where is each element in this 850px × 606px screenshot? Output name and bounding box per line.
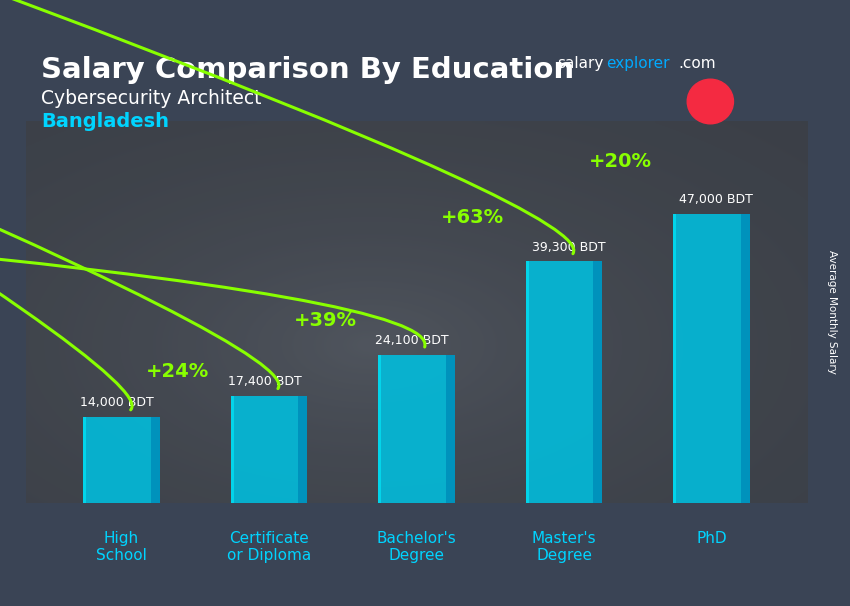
Text: Cybersecurity Architect: Cybersecurity Architect (41, 88, 262, 108)
Bar (298, 396, 308, 503)
Bar (673, 213, 750, 503)
Bar (673, 213, 677, 503)
Text: +20%: +20% (588, 152, 652, 171)
Text: PhD: PhD (696, 531, 727, 545)
Bar (445, 355, 455, 503)
Bar (230, 396, 234, 503)
Text: Bangladesh: Bangladesh (41, 112, 169, 131)
Text: 39,300 BDT: 39,300 BDT (531, 241, 605, 253)
Text: Salary Comparison By Education: Salary Comparison By Education (41, 56, 575, 84)
Bar (150, 417, 160, 503)
Bar (378, 355, 381, 503)
Text: Master's
Degree: Master's Degree (532, 531, 597, 563)
Bar (378, 355, 455, 503)
Text: +39%: +39% (293, 311, 356, 330)
Text: Average Monthly Salary: Average Monthly Salary (827, 250, 837, 374)
Text: +24%: +24% (146, 362, 209, 381)
Bar (525, 261, 603, 503)
Text: explorer: explorer (607, 56, 670, 72)
Bar (525, 261, 529, 503)
Bar (83, 417, 160, 503)
Text: 17,400 BDT: 17,400 BDT (228, 376, 302, 388)
Text: salary: salary (558, 56, 604, 72)
Text: +63%: +63% (441, 208, 504, 227)
Text: 47,000 BDT: 47,000 BDT (679, 193, 753, 206)
Bar (740, 213, 750, 503)
Bar (230, 396, 308, 503)
Text: Certificate
or Diploma: Certificate or Diploma (227, 531, 311, 563)
Text: 14,000 BDT: 14,000 BDT (80, 396, 154, 410)
Text: Bachelor's
Degree: Bachelor's Degree (377, 531, 456, 563)
Bar (593, 261, 603, 503)
Text: .com: .com (678, 56, 716, 72)
Text: 24,100 BDT: 24,100 BDT (375, 334, 449, 347)
Text: High
School: High School (96, 531, 147, 563)
Bar (83, 417, 86, 503)
Circle shape (687, 79, 734, 124)
